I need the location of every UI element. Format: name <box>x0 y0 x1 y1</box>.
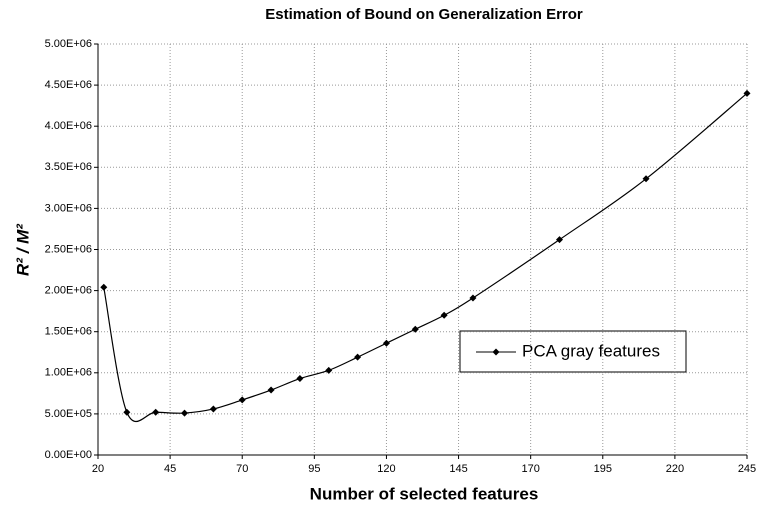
x-tick-label: 120 <box>377 463 395 475</box>
marker <box>556 236 564 244</box>
marker <box>152 408 160 416</box>
x-axis-label: Number of selected features <box>310 484 539 503</box>
x-tick-label: 95 <box>308 463 320 475</box>
x-tick-label: 245 <box>738 463 756 475</box>
chart-title: Estimation of Bound on Generalization Er… <box>265 6 583 23</box>
legend-marker <box>492 348 500 356</box>
x-tick-label: 220 <box>666 463 684 475</box>
x-tick-label: 70 <box>236 463 248 475</box>
y-tick-label: 2.00E+06 <box>45 285 92 297</box>
y-tick-label: 2.50E+06 <box>45 243 92 255</box>
marker <box>100 283 108 291</box>
y-tick-label: 0.00E+00 <box>45 449 92 461</box>
marker <box>354 353 362 361</box>
y-tick-label: 1.50E+06 <box>45 326 92 338</box>
marker <box>123 408 131 416</box>
y-tick-label: 1.00E+06 <box>45 367 92 379</box>
y-tick-label: 5.00E+06 <box>45 38 92 50</box>
x-tick-label: 170 <box>521 463 539 475</box>
y-tick-label: 3.50E+06 <box>45 161 92 173</box>
marker <box>743 89 751 97</box>
marker <box>238 396 246 404</box>
y-axis-label: R² / M² <box>13 223 32 276</box>
marker <box>181 409 189 417</box>
marker <box>642 175 650 183</box>
y-tick-label: 3.00E+06 <box>45 202 92 214</box>
marker <box>469 294 477 302</box>
marker <box>440 311 448 319</box>
y-tick-label: 5.00E+05 <box>45 408 92 420</box>
marker <box>296 375 304 383</box>
x-tick-label: 195 <box>594 463 612 475</box>
marker <box>382 339 390 347</box>
marker <box>325 366 333 374</box>
line <box>103 92 748 422</box>
y-tick-label: 4.00E+06 <box>45 120 92 132</box>
marker <box>411 325 419 333</box>
marker <box>267 386 275 394</box>
x-tick-label: 45 <box>164 463 176 475</box>
x-tick-label: 20 <box>92 463 104 475</box>
y-tick-label: 4.50E+06 <box>45 79 92 91</box>
legend-label: PCA gray features <box>522 341 660 360</box>
x-tick-label: 145 <box>449 463 467 475</box>
marker <box>209 405 217 413</box>
